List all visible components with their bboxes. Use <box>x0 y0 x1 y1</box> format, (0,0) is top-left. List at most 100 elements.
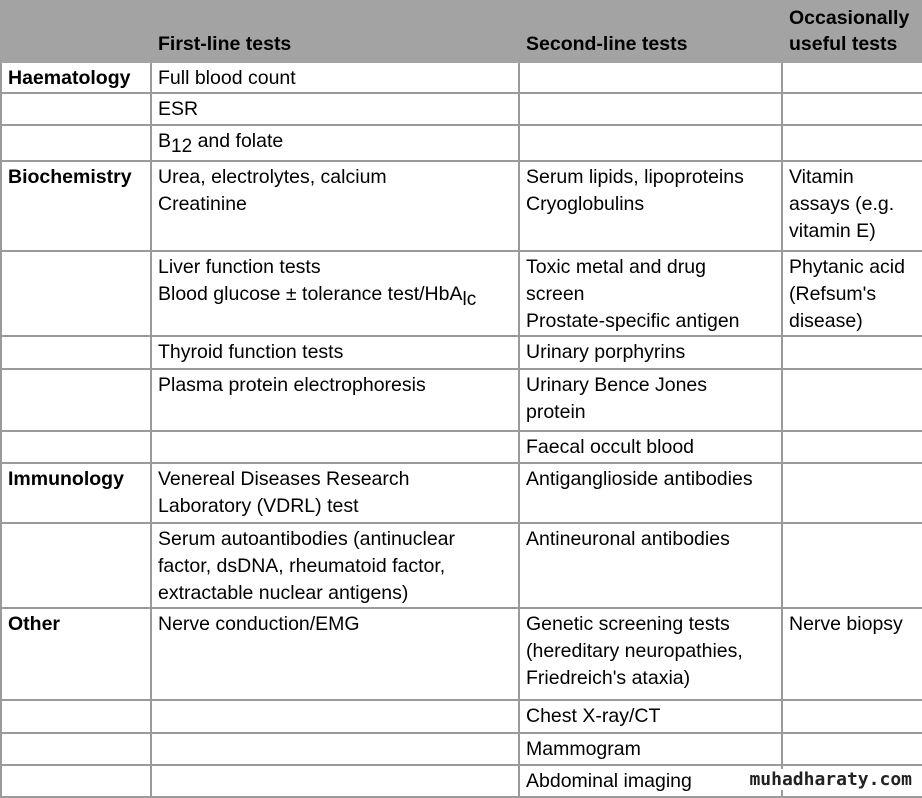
cell-line: extractable nuclear antigens) <box>158 582 409 604</box>
occ-cell: Nerve biopsy <box>781 607 922 701</box>
cell-line: Nerve conduction/EMG <box>158 613 360 635</box>
cell-line: Mammogram <box>526 738 641 760</box>
category-cell <box>0 368 152 432</box>
table-row: Other Nerve conduction/EMG Genetic screeni… <box>0 607 922 701</box>
category-cell <box>0 250 152 337</box>
cell-line: Venereal Diseases Research <box>158 468 410 490</box>
occ-cell <box>781 430 922 464</box>
cell-line: Serum lipids, lipoproteins <box>526 166 744 188</box>
occ-cell <box>781 335 922 370</box>
cell-line: screen <box>526 283 585 305</box>
first-cell <box>150 732 520 766</box>
text-part: Blood glucose ± tolerance test/HbA <box>158 283 463 305</box>
first-cell: Liver function tests Blood glucose ± tole… <box>150 250 520 337</box>
second-cell <box>518 92 783 126</box>
second-cell: Chest X-ray/CT <box>518 699 783 734</box>
header-category <box>0 0 152 63</box>
table-row: Biochemistry Urea, electrolytes, calcium C… <box>0 160 922 252</box>
table-row: Plasma protein electrophoresis Urinary Be… <box>0 368 922 432</box>
cell-line: Urinary Bence Jones <box>526 374 708 396</box>
category-cell <box>0 764 152 798</box>
cell-line: Abdominal imaging <box>526 770 692 792</box>
cell-line: Antineuronal antibodies <box>526 528 730 550</box>
second-cell: Mammogram <box>518 732 783 766</box>
second-cell: Faecal occult blood <box>518 430 783 464</box>
table-row: Haematology Full blood count <box>0 61 922 94</box>
cell-line: Thyroid function tests <box>158 341 344 363</box>
cell-line: Liver function tests <box>158 256 321 278</box>
cell-line: Serum autoantibodies (antinuclear <box>158 528 456 550</box>
cell-line: Creatinine <box>158 193 247 215</box>
cell-line: Chest X-ray/CT <box>526 705 661 727</box>
cell-line: Antiganglioside antibodies <box>526 468 753 490</box>
table-row: Liver function tests Blood glucose ± tole… <box>0 250 922 337</box>
header-row: First-line tests Second-line tests Occas… <box>0 0 922 63</box>
cell-line: factor, dsDNA, rheumatoid factor, <box>158 555 446 577</box>
first-cell <box>150 699 520 734</box>
occ-cell <box>781 92 922 126</box>
category-cell <box>0 699 152 734</box>
second-cell: Toxic metal and drug screen Prostate-speci… <box>518 250 783 337</box>
table-row: Faecal occult blood <box>0 430 922 464</box>
table-row: Serum autoantibodies (antinuclear factor,… <box>0 522 922 609</box>
first-cell: Urea, electrolytes, calcium Creatinine <box>150 160 520 252</box>
category-cell: Haematology <box>0 61 152 94</box>
first-cell: ESR <box>150 92 520 126</box>
cell-line: Faecal occult blood <box>526 436 695 458</box>
cell-line: (Refsum's <box>789 283 877 305</box>
cell-line: protein <box>526 401 586 423</box>
cell-line: Urea, electrolytes, calcium <box>158 166 387 188</box>
cell-line: Genetic screening tests <box>526 613 730 635</box>
cell-line: Phytanic acid <box>789 256 905 278</box>
occ-cell <box>781 699 922 734</box>
cell-line: disease) <box>789 310 863 332</box>
first-cell: Venereal Diseases Research Laboratory (VD… <box>150 462 520 524</box>
header-occasional: Occasionally useful tests <box>781 0 922 63</box>
cell-line: Urinary porphyrins <box>526 341 686 363</box>
cell-line: B12 and folate <box>158 128 513 157</box>
category-cell <box>0 430 152 464</box>
cell-line: Laboratory (VDRL) test <box>158 495 359 517</box>
cell-line: Full blood count <box>158 67 296 89</box>
subscript: 12 <box>171 136 193 157</box>
second-cell: Urinary Bence Jones protein <box>518 368 783 432</box>
cell-line: Toxic metal and drug <box>526 256 706 278</box>
table-row: ESR <box>0 92 922 126</box>
text-part: and folate <box>192 130 284 152</box>
cell-line: Nerve biopsy <box>789 613 903 635</box>
occ-cell <box>781 368 922 432</box>
occ-cell <box>781 462 922 524</box>
table-row: Immunology Venereal Diseases Research Labo… <box>0 462 922 524</box>
second-cell: Abdominal imaging <box>518 764 783 798</box>
second-cell: Antiganglioside antibodies <box>518 462 783 524</box>
first-cell: Plasma protein electrophoresis <box>150 368 520 432</box>
first-cell <box>150 430 520 464</box>
occ-cell <box>781 124 922 162</box>
cell-line: vitamin E) <box>789 220 876 242</box>
cell-line: Vitamin <box>789 166 854 188</box>
second-cell: Urinary porphyrins <box>518 335 783 370</box>
table-row: Mammogram <box>0 732 922 766</box>
cell-line: ESR <box>158 98 199 120</box>
first-cell <box>150 764 520 798</box>
subscript: lc <box>462 289 477 310</box>
occ-cell: Phytanic acid (Refsum's disease) <box>781 250 922 337</box>
first-cell: B12 and folate <box>150 124 520 162</box>
cell-line: Prostate-specific antigen <box>526 310 740 332</box>
table-row: Chest X-ray/CT <box>0 699 922 734</box>
cell-line: assays (e.g. <box>789 193 895 215</box>
header-second-line: Second-line tests <box>518 0 783 63</box>
cell-line: Cryoglobulins <box>526 193 645 215</box>
cell-line: (hereditary neuropathies, <box>526 640 743 662</box>
table-row: Thyroid function tests Urinary porphyrins <box>0 335 922 370</box>
category-cell <box>0 335 152 370</box>
first-cell: Full blood count <box>150 61 520 94</box>
category-cell: Immunology <box>0 462 152 524</box>
category-cell <box>0 124 152 162</box>
second-cell: Serum lipids, lipoproteins Cryoglobulins <box>518 160 783 252</box>
category-cell <box>0 732 152 766</box>
category-cell: Other <box>0 607 152 701</box>
cell-line: Friedreich's ataxia) <box>526 667 691 689</box>
cell-line: Blood glucose ± tolerance test/HbAlc <box>158 281 513 310</box>
